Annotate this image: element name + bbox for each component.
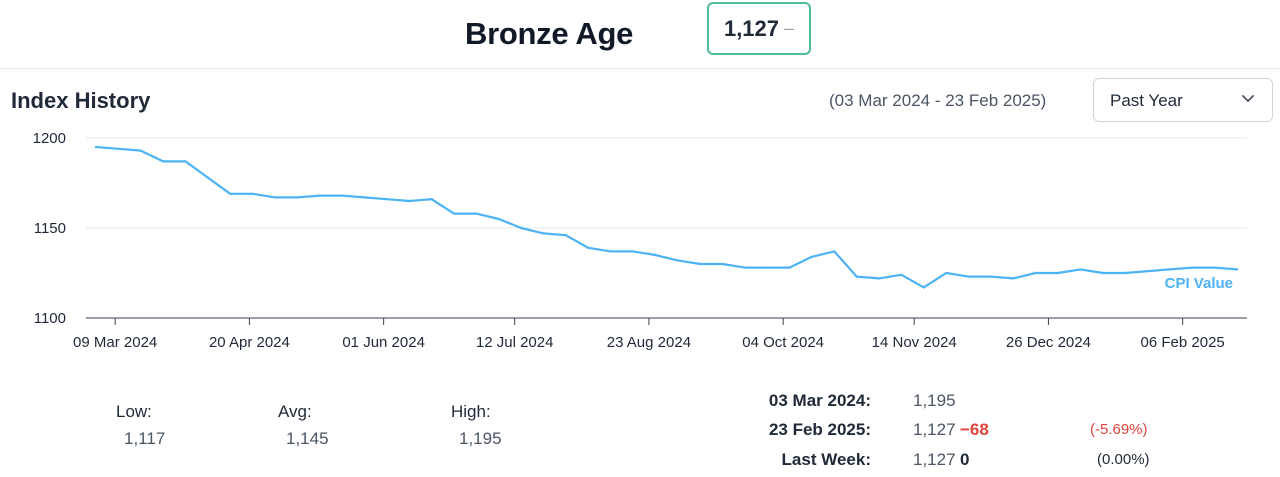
- data-point: [475, 212, 478, 215]
- data-point: [497, 217, 500, 221]
- x-tick-label: 06 Feb 2025: [1141, 334, 1225, 351]
- x-tick-label: 20 Apr 2024: [209, 334, 290, 351]
- last-week-value: 1,127: [913, 450, 956, 469]
- chevron-down-icon: [1242, 95, 1254, 102]
- data-point: [967, 275, 970, 278]
- data-point: [654, 253, 657, 257]
- low-label: Low:: [116, 402, 152, 421]
- data-point: [721, 262, 724, 266]
- x-tick-label: 26 Dec 2024: [1006, 334, 1091, 351]
- x-tick-label: 09 Mar 2024: [73, 334, 157, 351]
- data-point: [1235, 268, 1239, 271]
- current-value: 1,127: [723, 15, 780, 41]
- data-point: [363, 196, 366, 199]
- data-point: [452, 212, 456, 215]
- range-select[interactable]: Past Year: [1093, 78, 1273, 122]
- last-week-change-percent: (0.00%): [1097, 451, 1150, 468]
- x-tick-label: 14 Nov 2024: [872, 334, 957, 351]
- header-bar: Bronze Age 1,127 –: [0, 0, 1280, 69]
- page-title: Bronze Age: [465, 16, 634, 51]
- low-value: 1,117: [124, 429, 166, 448]
- data-point: [922, 286, 925, 289]
- data-point: [340, 194, 344, 197]
- x-tick-label: 12 Jul 2024: [476, 334, 554, 351]
- data-point: [743, 266, 746, 269]
- current-value-badge: 1,127 –: [707, 2, 811, 55]
- data-point: [877, 277, 881, 280]
- data-point: [1056, 271, 1060, 275]
- avg-value: 1,145: [286, 429, 329, 448]
- data-point: [318, 194, 321, 197]
- data-point: [1146, 270, 1149, 273]
- data-point: [587, 246, 590, 249]
- y-tick-label: 1100: [34, 310, 66, 327]
- y-tick-label: 1200: [33, 130, 66, 147]
- data-point: [1191, 266, 1194, 269]
- data-point: [945, 271, 948, 275]
- x-tick-label: 04 Oct 2024: [742, 334, 824, 351]
- last-week-label: Last Week:: [781, 450, 871, 469]
- data-point: [1213, 266, 1216, 269]
- data-point: [631, 250, 635, 253]
- data-point: [698, 262, 702, 266]
- end-date-label: 23 Feb 2025:: [768, 420, 871, 439]
- data-point: [229, 192, 232, 195]
- data-point: [94, 145, 98, 149]
- high-label: High:: [451, 402, 491, 421]
- data-point: [609, 250, 612, 253]
- data-point: [1123, 271, 1127, 275]
- end-change-percent: (-5.69%): [1090, 421, 1148, 438]
- data-point: [296, 196, 299, 199]
- data-point: [1012, 277, 1015, 280]
- date-range: (03 Mar 2024 - 23 Feb 2025): [829, 91, 1047, 110]
- index-history-chart: 1200 1150 1100 09 Mar 2024 20 Apr 2024 01 Jun…: [33, 130, 1247, 351]
- data-point: [810, 255, 814, 258]
- range-select-value: Past Year: [1110, 91, 1183, 110]
- data-point: [385, 198, 388, 201]
- data-point: [117, 147, 120, 150]
- end-change: −68: [960, 420, 989, 439]
- cpi-value-line: [94, 145, 1239, 289]
- data-point: [900, 273, 903, 276]
- data-point: [855, 275, 858, 278]
- data-point: [139, 149, 142, 152]
- high-value: 1,195: [459, 429, 502, 448]
- series-label: CPI Value: [1165, 275, 1233, 292]
- data-point: [1168, 268, 1172, 271]
- data-point: [1034, 271, 1037, 275]
- data-point: [519, 226, 523, 230]
- data-point: [766, 266, 769, 269]
- end-value: 1,127: [913, 420, 956, 439]
- y-tick-label: 1150: [34, 220, 66, 237]
- start-value: 1,195: [913, 391, 956, 410]
- data-point: [989, 275, 993, 278]
- data-point: [833, 250, 836, 253]
- data-point: [184, 160, 187, 163]
- data-point: [1079, 268, 1082, 271]
- data-point: [251, 192, 254, 195]
- data-point: [273, 196, 277, 199]
- data-point: [788, 266, 791, 269]
- data-point: [408, 199, 411, 203]
- start-date-label: 03 Mar 2024:: [768, 391, 871, 410]
- data-point: [542, 232, 545, 235]
- change-indicator: –: [784, 18, 795, 38]
- section-title: Index History: [11, 88, 151, 113]
- data-point: [676, 259, 679, 262]
- last-week-change: 0: [960, 450, 970, 469]
- avg-label: Avg:: [278, 402, 312, 421]
- x-tick-label: 23 Aug 2024: [607, 334, 691, 351]
- x-tick-label: 01 Jun 2024: [342, 334, 425, 351]
- data-point: [161, 160, 165, 163]
- data-point: [1101, 271, 1105, 275]
- data-point: [206, 176, 210, 179]
- data-point: [430, 198, 433, 201]
- data-point: [564, 234, 567, 237]
